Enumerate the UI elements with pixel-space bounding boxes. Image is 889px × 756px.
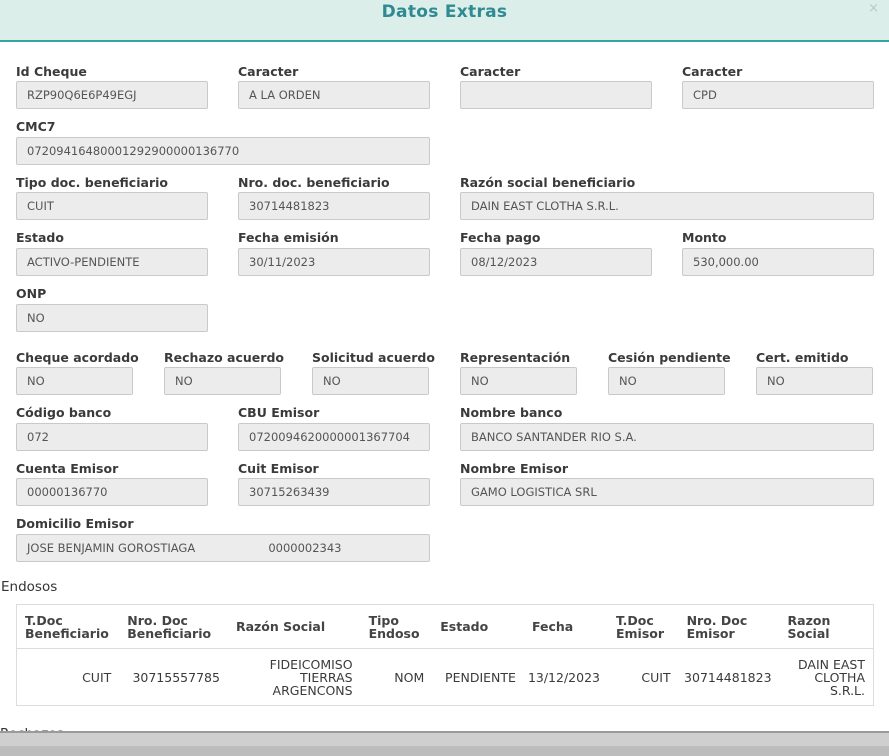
table-header-row: T.Doc Beneficiario Nro. Doc Beneficiario… — [16, 604, 874, 649]
nombre-emisor-label: Nombre Emisor — [460, 461, 569, 476]
estado-field[interactable]: ACTIVO-PENDIENTE — [16, 248, 208, 276]
estado-label: Estado — [16, 230, 64, 245]
modal-title: Datos Extras — [381, 2, 508, 22]
cert-emitido-field[interactable]: NO — [756, 367, 873, 395]
monto-label: Monto — [682, 230, 727, 245]
nombre-emisor-field[interactable]: GAMO LOGISTICA SRL — [460, 478, 874, 506]
cbu-emisor-label: CBU Emisor — [238, 405, 320, 420]
taskbar-strip — [0, 746, 889, 756]
tipo-doc-benef-field[interactable]: CUIT — [16, 192, 208, 220]
onp-field[interactable]: NO — [16, 304, 208, 332]
col-razon-social-emisor[interactable]: Razon Social — [779, 604, 874, 649]
codigo-banco-field[interactable]: 072 — [16, 423, 208, 451]
id-cheque-label: Id Cheque — [16, 64, 87, 79]
fecha-pago-label: Fecha pago — [460, 230, 541, 245]
solicitud-acuerdo-field[interactable]: NO — [312, 367, 429, 395]
endosos-table: T.Doc Beneficiario Nro. Doc Beneficiario… — [16, 604, 874, 706]
cell-razon-social-emisor: DAIN EAST CLOTHA S.R.L. — [798, 656, 865, 698]
cmc7-field[interactable]: 07209416480001292900000136770 — [16, 137, 430, 165]
cell-tdoc-beneficiario: CUIT — [82, 669, 112, 685]
cheque-acordado-label: Cheque acordado — [16, 350, 139, 365]
representacion-label: Representación — [460, 350, 571, 365]
col-razon-social[interactable]: Razón Social — [227, 604, 361, 649]
col-fecha[interactable]: Fecha — [523, 604, 608, 649]
col-estado[interactable]: Estado — [432, 604, 524, 649]
cell-fecha: 13/12/2023 — [527, 669, 600, 685]
cbu-emisor-field[interactable]: 0720094620000001367704 — [238, 423, 430, 451]
bottom-divider — [0, 731, 889, 733]
rechazo-acuerdo-label: Rechazo acuerdo — [164, 350, 284, 365]
cuenta-emisor-label: Cuenta Emisor — [16, 461, 119, 476]
onp-label: ONP — [16, 286, 47, 301]
cell-nro-doc-beneficiario: 30715557785 — [132, 669, 220, 685]
col-nro-doc-beneficiario[interactable]: Nro. Doc Beneficiario — [119, 604, 228, 649]
monto-field[interactable]: 530,000.00 — [682, 248, 874, 276]
cheque-acordado-field[interactable]: NO — [16, 367, 133, 395]
cell-tdoc-emisor: CUIT — [641, 669, 671, 685]
col-tdoc-beneficiario[interactable]: T.Doc Beneficiario — [16, 604, 120, 649]
col-tdoc-emisor[interactable]: T.Doc Emisor — [607, 604, 679, 649]
cuit-emisor-label: Cuit Emisor — [238, 461, 319, 476]
modal-header: Datos Extras × — [0, 0, 889, 42]
caracter-1-label: Caracter — [238, 64, 299, 79]
cmc7-label: CMC7 — [16, 119, 56, 134]
cell-razon-social: FIDEICOMISO TIERRAS ARGENCONS — [269, 656, 353, 698]
caracter-1-field[interactable]: A LA ORDEN — [238, 81, 430, 109]
caracter-3-field[interactable]: CPD — [682, 81, 874, 109]
caracter-2-field[interactable] — [460, 81, 652, 109]
caracter-3-label: Caracter — [682, 64, 743, 79]
cesion-pendiente-label: Cesión pendiente — [608, 350, 731, 365]
razon-social-benef-label: Razón social beneficiario — [460, 175, 636, 190]
domicilio-emisor-label: Domicilio Emisor — [16, 516, 134, 531]
table-row[interactable]: CUIT 30715557785 FIDEICOMISO TIERRAS ARG… — [17, 649, 874, 706]
domicilio-emisor-field[interactable]: JOSE BENJAMIN GOROSTIAGA 0000002343 — [16, 534, 430, 562]
fecha-pago-field[interactable]: 08/12/2023 — [460, 248, 652, 276]
cell-tipo-endoso: NOM — [394, 669, 425, 685]
rechazo-acuerdo-field[interactable]: NO — [164, 367, 281, 395]
nro-doc-benef-field[interactable]: 30714481823 — [238, 192, 430, 220]
solicitud-acuerdo-label: Solicitud acuerdo — [312, 350, 435, 365]
tipo-doc-benef-label: Tipo doc. beneficiario — [16, 175, 168, 190]
caracter-2-label: Caracter — [460, 64, 521, 79]
cell-nro-doc-emisor: 30714481823 — [684, 669, 772, 685]
nombre-banco-field[interactable]: BANCO SANTANDER RIO S.A. — [460, 423, 874, 451]
close-icon[interactable]: × — [868, 1, 879, 16]
representacion-field[interactable]: NO — [460, 367, 577, 395]
id-cheque-field[interactable]: RZP90Q6E6P49EGJ — [16, 81, 208, 109]
col-tipo-endoso[interactable]: Tipo Endoso — [360, 604, 433, 649]
cuit-emisor-field[interactable]: 30715263439 — [238, 478, 430, 506]
fecha-emision-label: Fecha emisión — [238, 230, 339, 245]
col-nro-doc-emisor[interactable]: Nro. Doc Emisor — [678, 604, 780, 649]
cuenta-emisor-field[interactable]: 00000136770 — [16, 478, 208, 506]
razon-social-benef-field[interactable]: DAIN EAST CLOTHA S.R.L. — [460, 192, 874, 220]
nombre-banco-label: Nombre banco — [460, 405, 563, 420]
cell-estado: PENDIENTE — [445, 669, 516, 685]
cesion-pendiente-field[interactable]: NO — [608, 367, 725, 395]
nro-doc-benef-label: Nro. doc. beneficiario — [238, 175, 390, 190]
codigo-banco-label: Código banco — [16, 405, 112, 420]
cert-emitido-label: Cert. emitido — [756, 350, 849, 365]
endosos-heading: Endosos — [1, 579, 58, 595]
fecha-emision-field[interactable]: 30/11/2023 — [238, 248, 430, 276]
